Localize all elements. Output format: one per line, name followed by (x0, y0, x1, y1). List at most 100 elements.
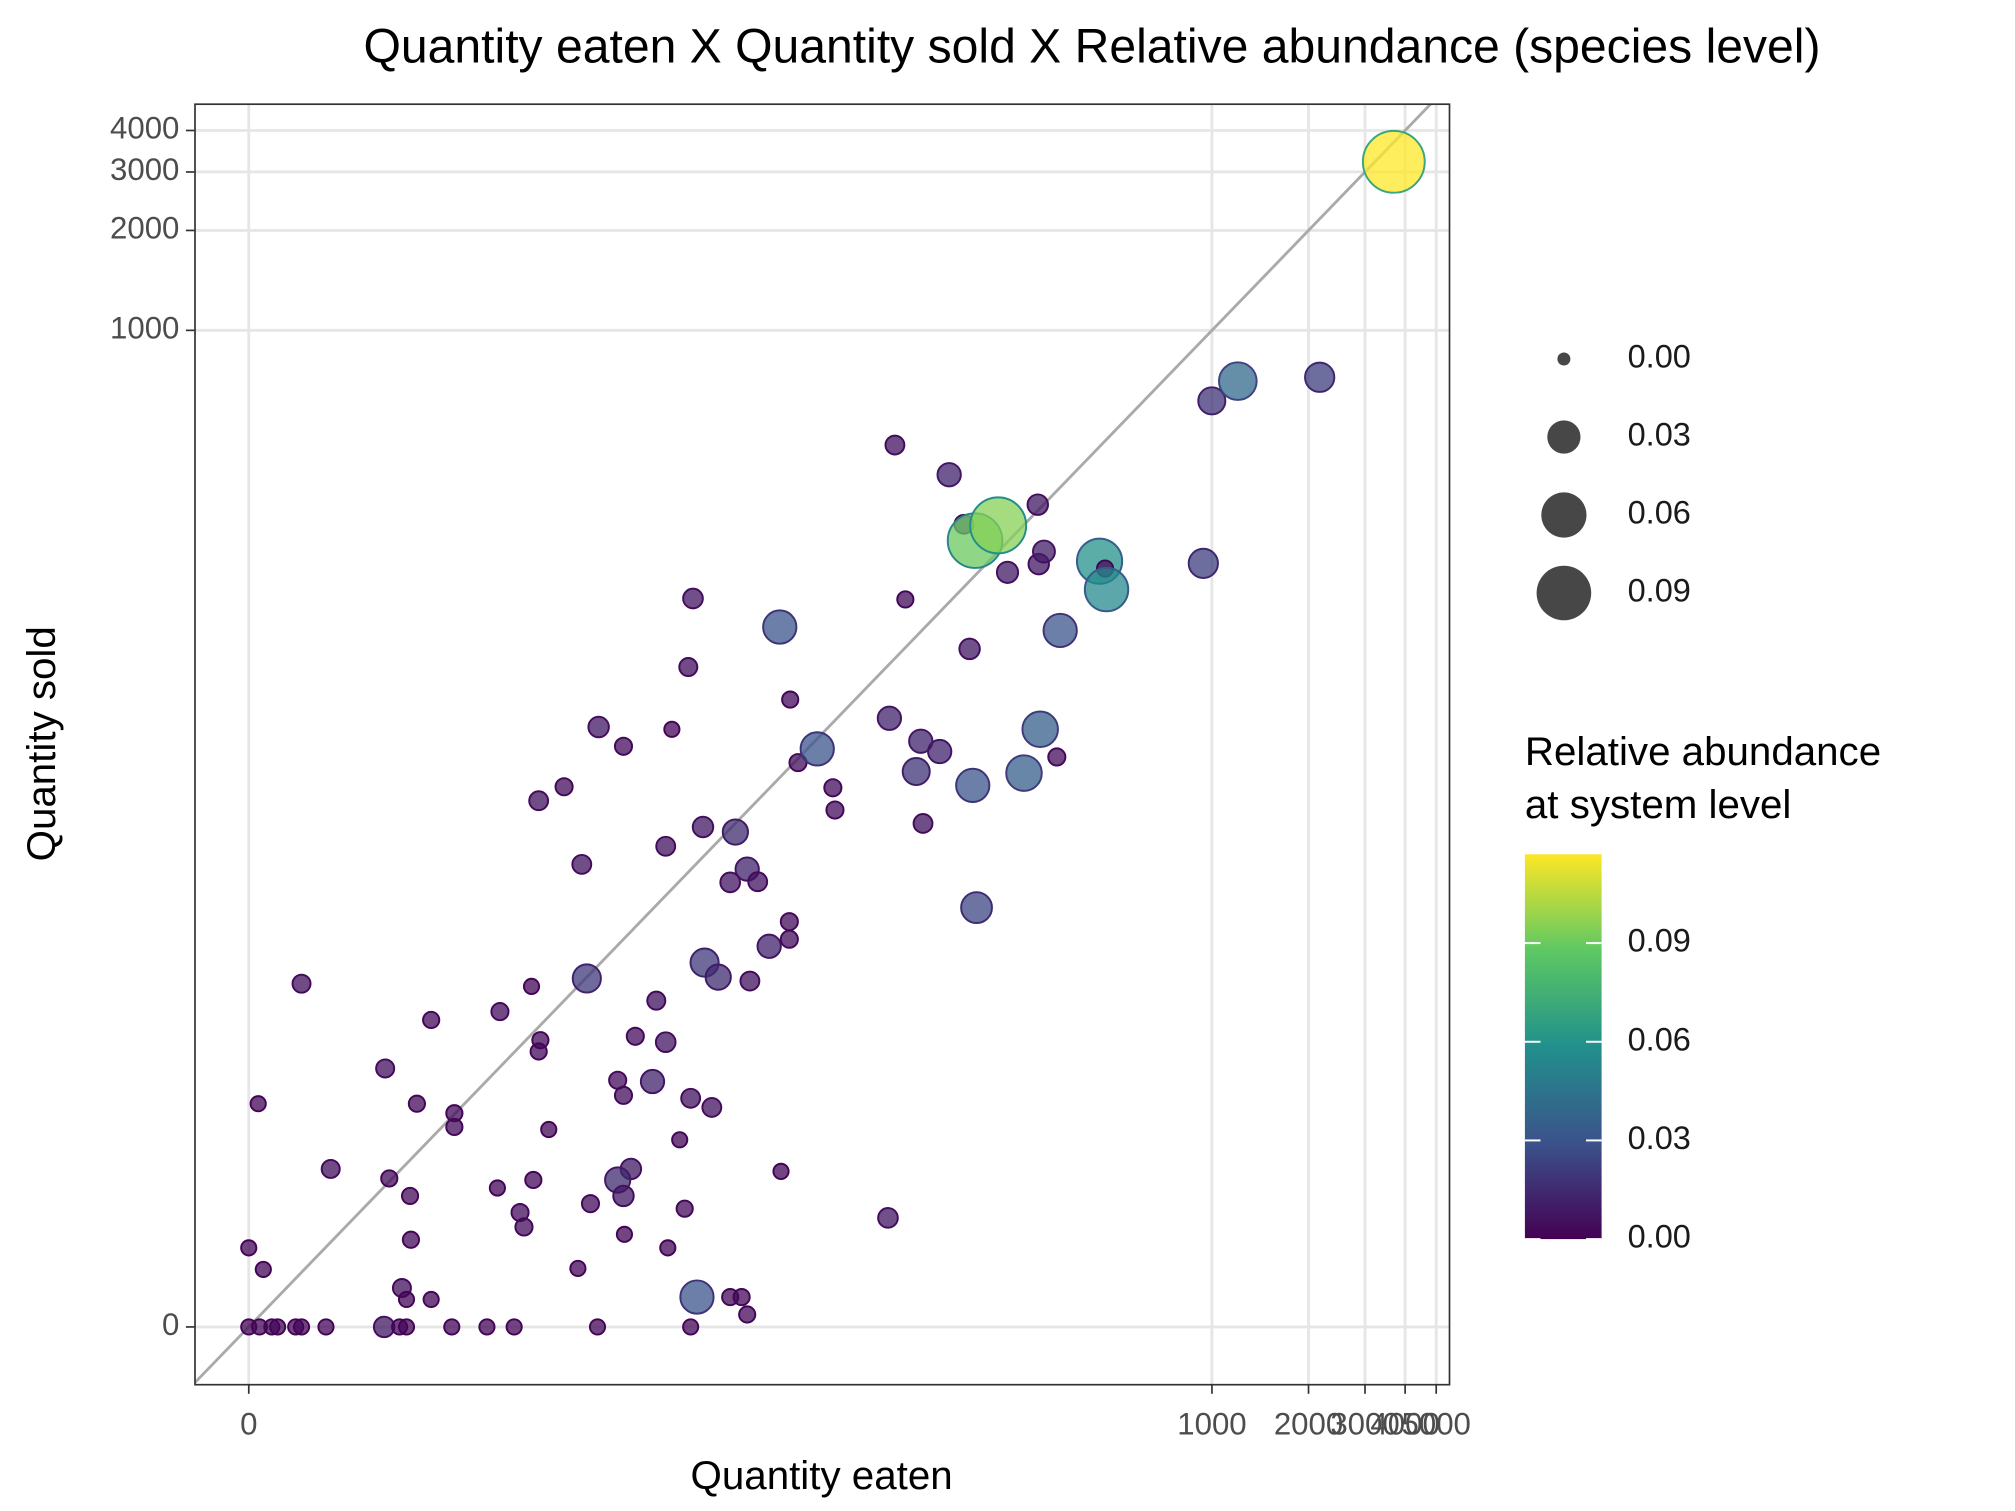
x-tick-label: 0 (240, 1407, 257, 1442)
point (1083, 566, 1130, 613)
point (1304, 361, 1336, 393)
point (443, 1318, 461, 1336)
x-tick-label: 3000 (1330, 1407, 1399, 1442)
point (505, 1318, 523, 1336)
point (762, 609, 798, 645)
x-tick-label: 4000 (1370, 1407, 1439, 1442)
point (1042, 612, 1078, 649)
point (1361, 129, 1426, 194)
point (682, 587, 704, 610)
point (615, 1225, 634, 1243)
y-axis-title: Quantity sold (19, 626, 64, 861)
point (249, 1095, 267, 1113)
point (779, 929, 799, 949)
point (721, 818, 749, 846)
point (960, 891, 993, 925)
point (613, 1085, 634, 1105)
point (422, 1290, 440, 1309)
color-legend-label: 0.06 (1628, 1021, 1691, 1057)
point (955, 767, 991, 804)
y-tick-label: 0 (162, 1307, 179, 1342)
y-tick-label: 3000 (110, 152, 179, 187)
point (675, 1199, 694, 1218)
size-legend-key (1557, 352, 1571, 366)
color-legend-label: 0.00 (1628, 1219, 1691, 1255)
point (646, 990, 667, 1011)
point (659, 1239, 677, 1257)
color-legend-label: 0.03 (1628, 1120, 1691, 1156)
point (1021, 710, 1059, 749)
point (375, 1058, 396, 1079)
point (422, 1010, 441, 1030)
point (1005, 754, 1043, 792)
point (781, 690, 800, 709)
point (927, 738, 953, 765)
point (680, 1087, 702, 1109)
point (612, 1184, 635, 1208)
y-tick-label: 2000 (110, 211, 179, 246)
point (1032, 539, 1056, 564)
point (901, 757, 931, 787)
size-legend-key (1541, 492, 1587, 538)
point (732, 1287, 751, 1307)
point (554, 777, 574, 797)
point (569, 1259, 587, 1278)
point (488, 1179, 506, 1197)
size-legend-label: 0.09 (1628, 573, 1691, 609)
point (678, 657, 699, 678)
color-bar (1524, 854, 1602, 1240)
point (884, 434, 906, 456)
point (639, 1068, 666, 1095)
point (524, 1170, 543, 1190)
point (490, 1002, 510, 1022)
point (704, 963, 732, 991)
point (445, 1117, 464, 1137)
size-legend-key (1536, 565, 1592, 621)
point (397, 1318, 416, 1336)
point (540, 1120, 558, 1139)
point (571, 853, 593, 875)
x-tick-label: 2000 (1274, 1407, 1343, 1442)
point (291, 973, 312, 994)
point (654, 1031, 677, 1053)
size-legend-label: 0.03 (1628, 417, 1691, 453)
point (701, 1097, 723, 1118)
point (739, 970, 761, 992)
point (269, 1318, 287, 1336)
y-tick-label: 4000 (110, 111, 179, 146)
point (671, 1131, 689, 1149)
point (876, 705, 903, 731)
point (320, 1158, 341, 1179)
point (936, 462, 962, 488)
point (896, 590, 915, 609)
point (1217, 361, 1258, 401)
point (799, 731, 835, 767)
legend: 0.00 0.03 0.06 0.09 Relative abundance at sys… (1524, 339, 1881, 1255)
x-axis-title: Quantity eaten (691, 1453, 953, 1498)
point (1026, 493, 1049, 516)
point (613, 736, 634, 756)
point (772, 1162, 790, 1180)
y-tick-label: 1000 (110, 311, 179, 346)
point (292, 1318, 311, 1336)
points (195, 104, 1433, 1384)
point (823, 778, 843, 798)
point (969, 496, 1028, 555)
point (522, 977, 541, 995)
point (528, 790, 550, 812)
point (719, 871, 742, 894)
color-legend-title: Relative abundance (1525, 729, 1881, 774)
plot-frame (194, 103, 1451, 1386)
point (738, 1305, 757, 1324)
point (400, 1186, 420, 1205)
x-tick-label: 5000 (1402, 1407, 1471, 1442)
point (1197, 386, 1227, 416)
x-tick-label: 1000 (1177, 1407, 1246, 1442)
point (407, 1094, 426, 1113)
point (995, 560, 1020, 584)
size-legend-label: 0.06 (1628, 495, 1691, 531)
point (779, 912, 799, 932)
point (679, 1279, 715, 1315)
point (529, 1042, 548, 1061)
